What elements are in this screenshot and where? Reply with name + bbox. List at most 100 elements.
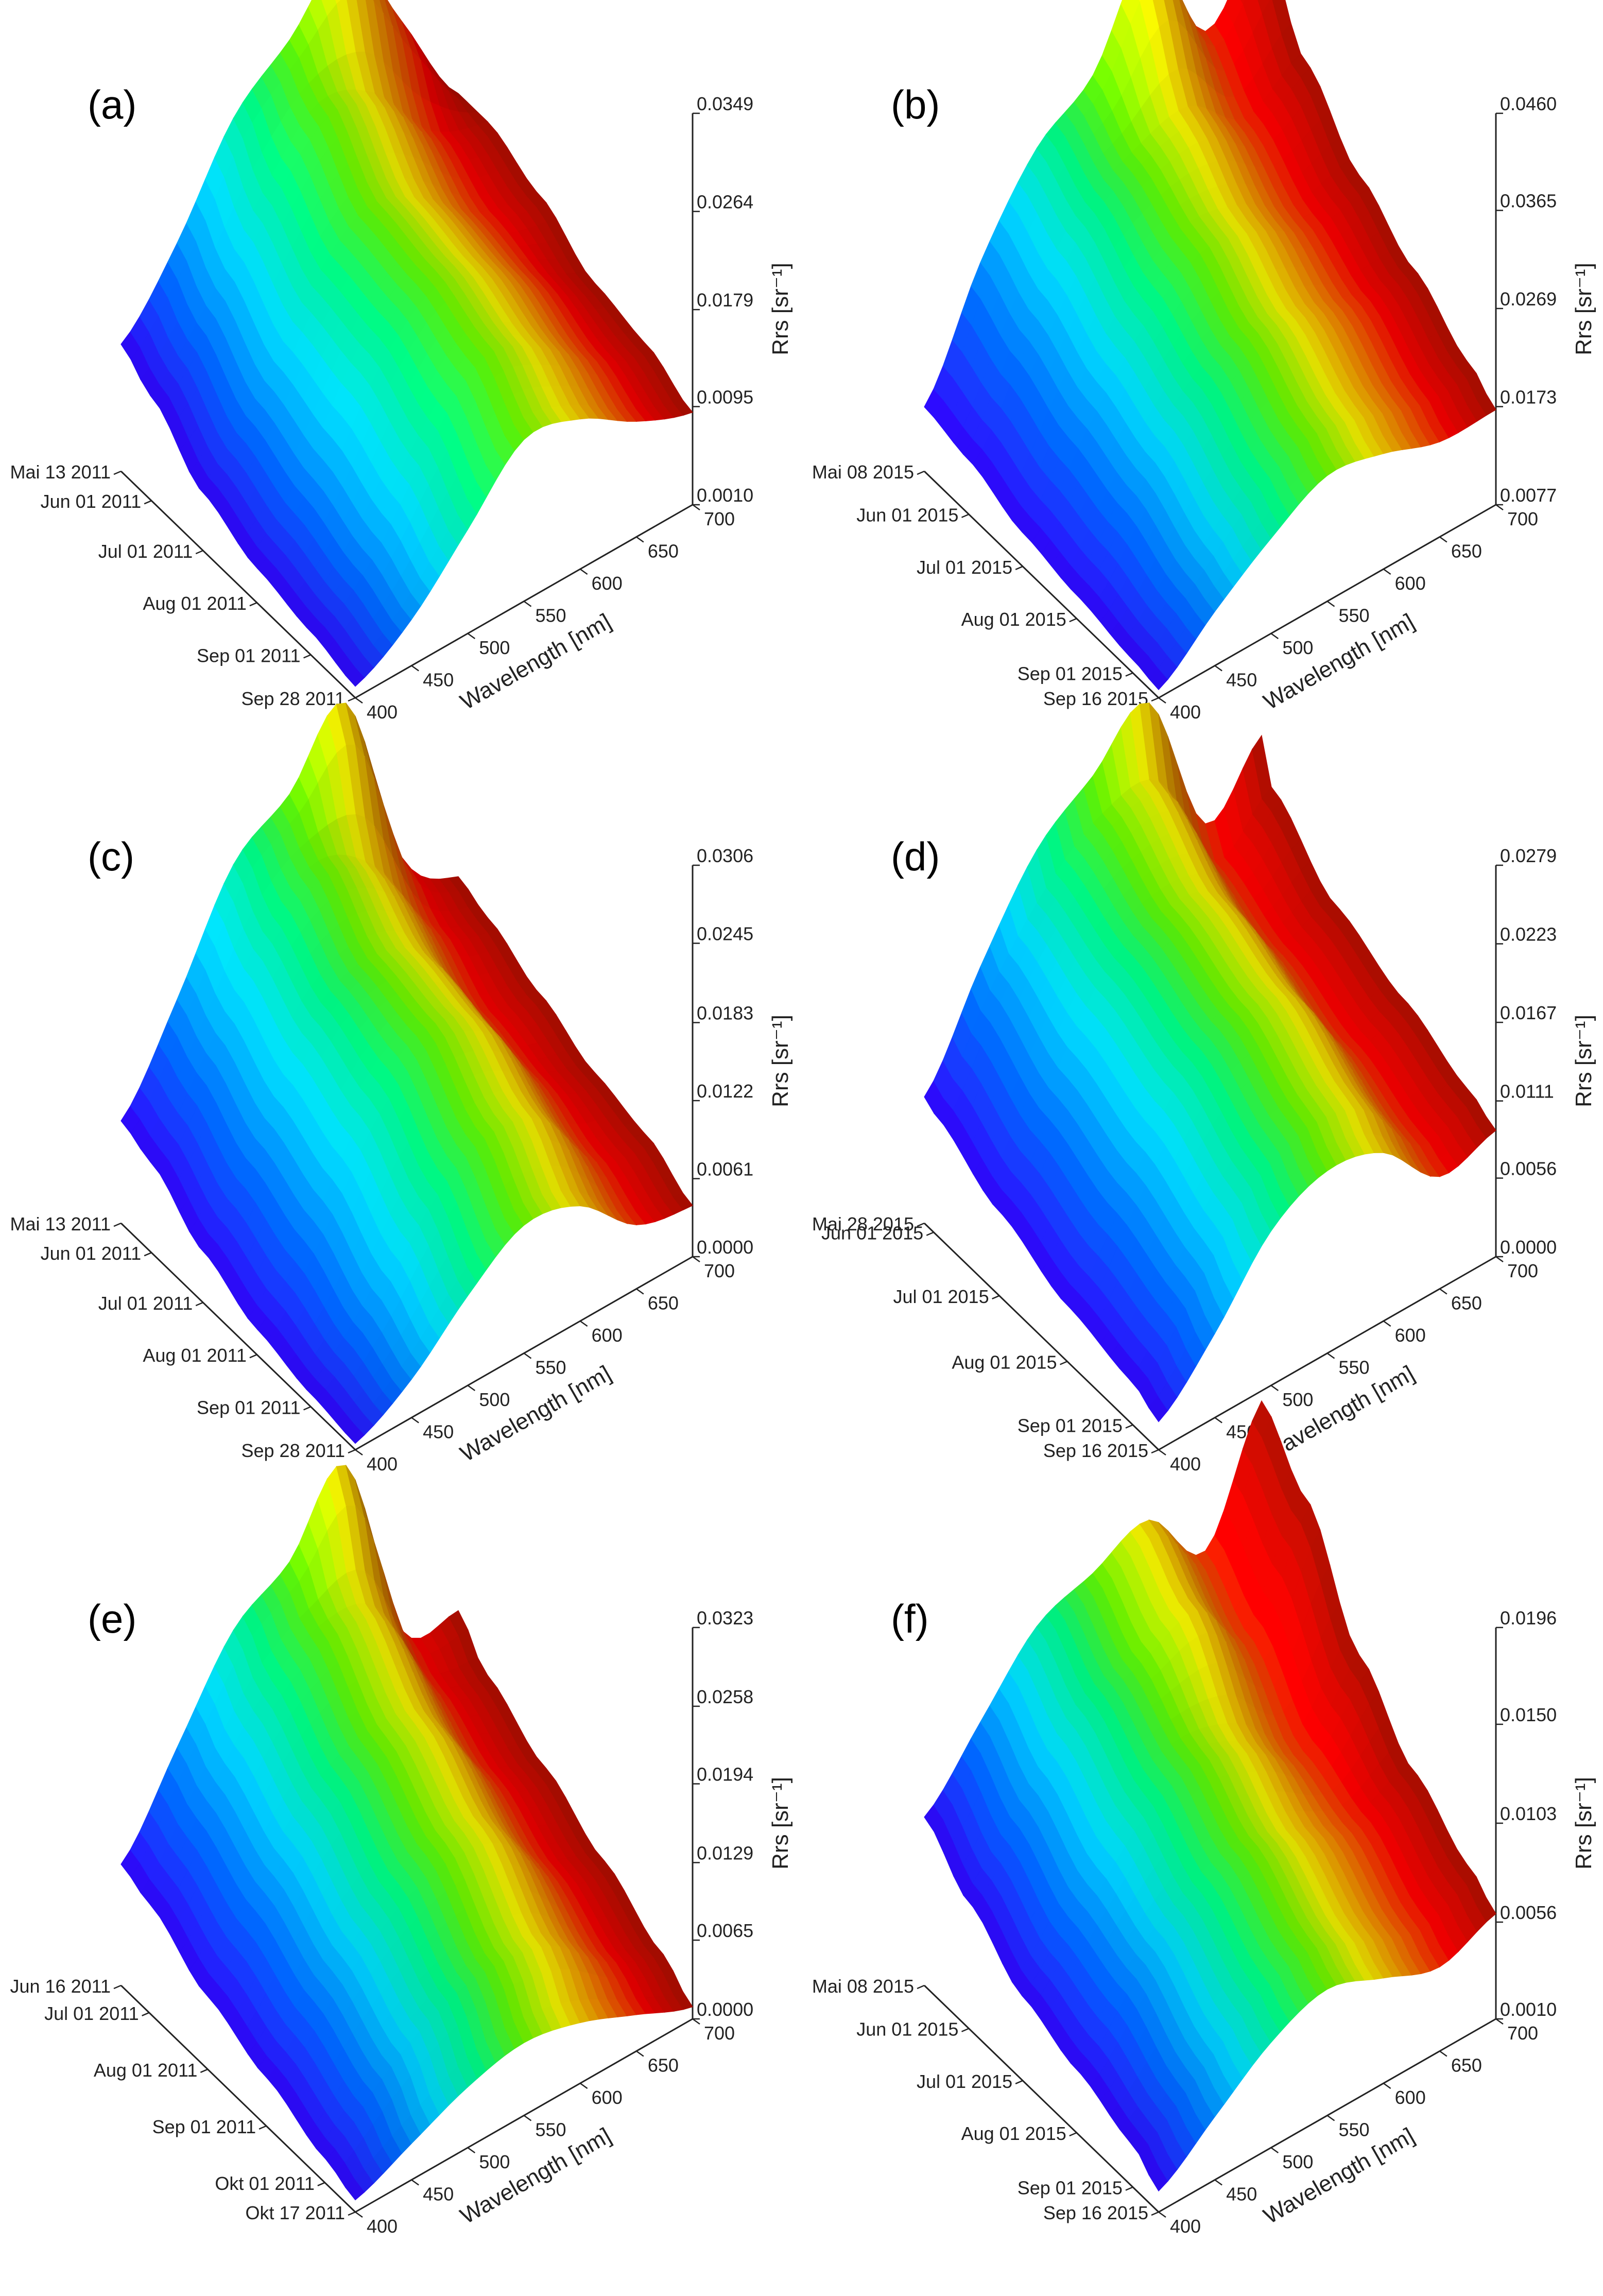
wavelength-tick-mark: [1158, 697, 1166, 704]
wavelength-tick-label: 400: [367, 2216, 398, 2237]
wavelength-tick-label: 650: [1451, 541, 1482, 562]
rrs-tick-label: 0.0000: [697, 1237, 753, 1258]
date-tick-mark: [1125, 1424, 1133, 1429]
date-tick-mark: [917, 470, 925, 475]
rrs-tick-label: 0.0095: [697, 386, 753, 407]
rrs-surface: [120, 0, 694, 687]
date-tick-mark: [961, 513, 969, 518]
wavelength-tick-mark: [1326, 601, 1335, 607]
wavelength-tick-label: 400: [1170, 1453, 1201, 1475]
date-tick-label: Sep 16 2015: [1043, 1440, 1148, 1461]
wavelength-tick-mark: [1383, 1320, 1391, 1327]
date-tick-label: Jul 01 2015: [917, 557, 1012, 578]
wavelength-tick-label: 700: [1507, 1260, 1538, 1281]
rrs-tick-label: 0.0111: [1500, 1081, 1554, 1102]
panel-letter: (e): [88, 1596, 136, 1641]
rrs-axis-title: Rrs [sr⁻¹]: [1571, 263, 1596, 355]
wavelength-tick-label: 600: [592, 1325, 623, 1346]
wavelength-tick-mark: [355, 2211, 363, 2218]
date-tick-mark: [348, 2211, 356, 2216]
wavelength-tick-label: 450: [423, 1421, 454, 1443]
rrs-tick-label: 0.0183: [697, 1002, 753, 1023]
date-tick-label: Aug 01 2015: [952, 1351, 1057, 1373]
rrs-tick-label: 0.0460: [1500, 93, 1557, 114]
wavelength-tick-mark: [523, 2115, 532, 2121]
rrs-tick-label: 0.0269: [1500, 288, 1557, 310]
wavelength-tick-label: 400: [1170, 701, 1201, 723]
rrs-tick-label: 0.0173: [1500, 387, 1557, 408]
date-tick-label: Mai 13 2011: [10, 1213, 111, 1235]
date-tick-mark: [1060, 1361, 1068, 1365]
date-tick-label: Sep 01 2015: [1018, 1415, 1123, 1436]
date-tick-mark: [113, 470, 122, 475]
wavelength-tick-label: 600: [592, 2087, 623, 2108]
rrs-surface: [924, 702, 1496, 1423]
wavelength-tick-label: 650: [648, 541, 679, 562]
wavelength-tick-mark: [636, 536, 644, 543]
panel-letter: (c): [88, 834, 134, 879]
date-tick-label: Mai 13 2011: [10, 461, 111, 483]
panel-letter: (d): [891, 834, 940, 879]
wavelength-tick-label: 600: [1395, 1325, 1426, 1346]
wavelength-tick-mark: [411, 2179, 419, 2186]
wavelength-tick-label: 550: [536, 1357, 566, 1378]
wavelength-tick-label: 550: [536, 605, 566, 626]
wavelength-tick-label: 450: [423, 2184, 454, 2205]
surface-cell: [1240, 0, 1246, 5]
wavelength-tick-label: 500: [1282, 637, 1313, 658]
wavelength-tick-label: 450: [1226, 670, 1257, 691]
date-tick-label: Jun 01 2011: [41, 1243, 142, 1264]
date-tick-mark: [317, 2182, 325, 2186]
wavelength-tick-mark: [1326, 1352, 1335, 1359]
rrs-tick-label: 0.0010: [697, 485, 753, 506]
rrs-tick-label: 0.0245: [697, 923, 753, 945]
date-tick-label: Jun 01 2015: [856, 505, 958, 526]
date-tick-mark: [303, 1406, 312, 1411]
date-tick-mark: [1151, 1449, 1159, 1454]
rrs-tick-label: 0.0000: [1500, 1237, 1557, 1258]
wavelength-tick-label: 700: [704, 2023, 735, 2044]
rrs-tick-label: 0.0000: [697, 1999, 753, 2020]
wavelength-tick-label: 400: [367, 701, 398, 723]
date-tick-mark: [1151, 697, 1159, 702]
date-tick-label: Jul 01 2011: [44, 2003, 139, 2024]
date-tick-label: Jun 01 2011: [41, 491, 142, 512]
wavelength-tick-mark: [355, 697, 363, 704]
date-tick-mark: [195, 1301, 203, 1307]
date-tick-mark: [249, 1354, 257, 1359]
date-tick-label: Sep 28 2011: [241, 1440, 345, 1461]
date-tick-mark: [926, 1231, 934, 1236]
wavelength-tick-label: 700: [704, 1260, 735, 1281]
rrs-surface: [924, 0, 1496, 691]
date-tick-mark: [142, 2012, 150, 2016]
rrs-tick-label: 0.0077: [1500, 485, 1557, 506]
panel-letter: (f): [891, 1596, 929, 1641]
wavelength-tick-label: 500: [479, 637, 510, 658]
rrs-tick-label: 0.0056: [1500, 1158, 1557, 1179]
rrs-tick-label: 0.0065: [697, 1920, 753, 1941]
date-tick-label: Jul 01 2011: [98, 1293, 193, 1314]
date-tick-label: Jun 16 2011: [10, 1976, 111, 1997]
rrs-tick-label: 0.0349: [697, 93, 753, 114]
wavelength-tick-mark: [411, 1417, 419, 1424]
wavelength-tick-label: 550: [536, 2119, 566, 2140]
date-tick-label: Sep 01 2011: [197, 645, 301, 666]
wavelength-tick-label: 500: [1282, 1389, 1313, 1410]
wavelength-tick-mark: [467, 632, 476, 640]
wavelength-tick-mark: [411, 665, 419, 672]
date-tick-label: Sep 01 2011: [152, 2116, 256, 2137]
wavelength-tick-mark: [523, 601, 532, 607]
rrs-axis-title: Rrs [sr⁻¹]: [1571, 1015, 1596, 1107]
wavelength-tick-label: 400: [367, 1453, 398, 1475]
date-tick-mark: [1069, 618, 1077, 623]
